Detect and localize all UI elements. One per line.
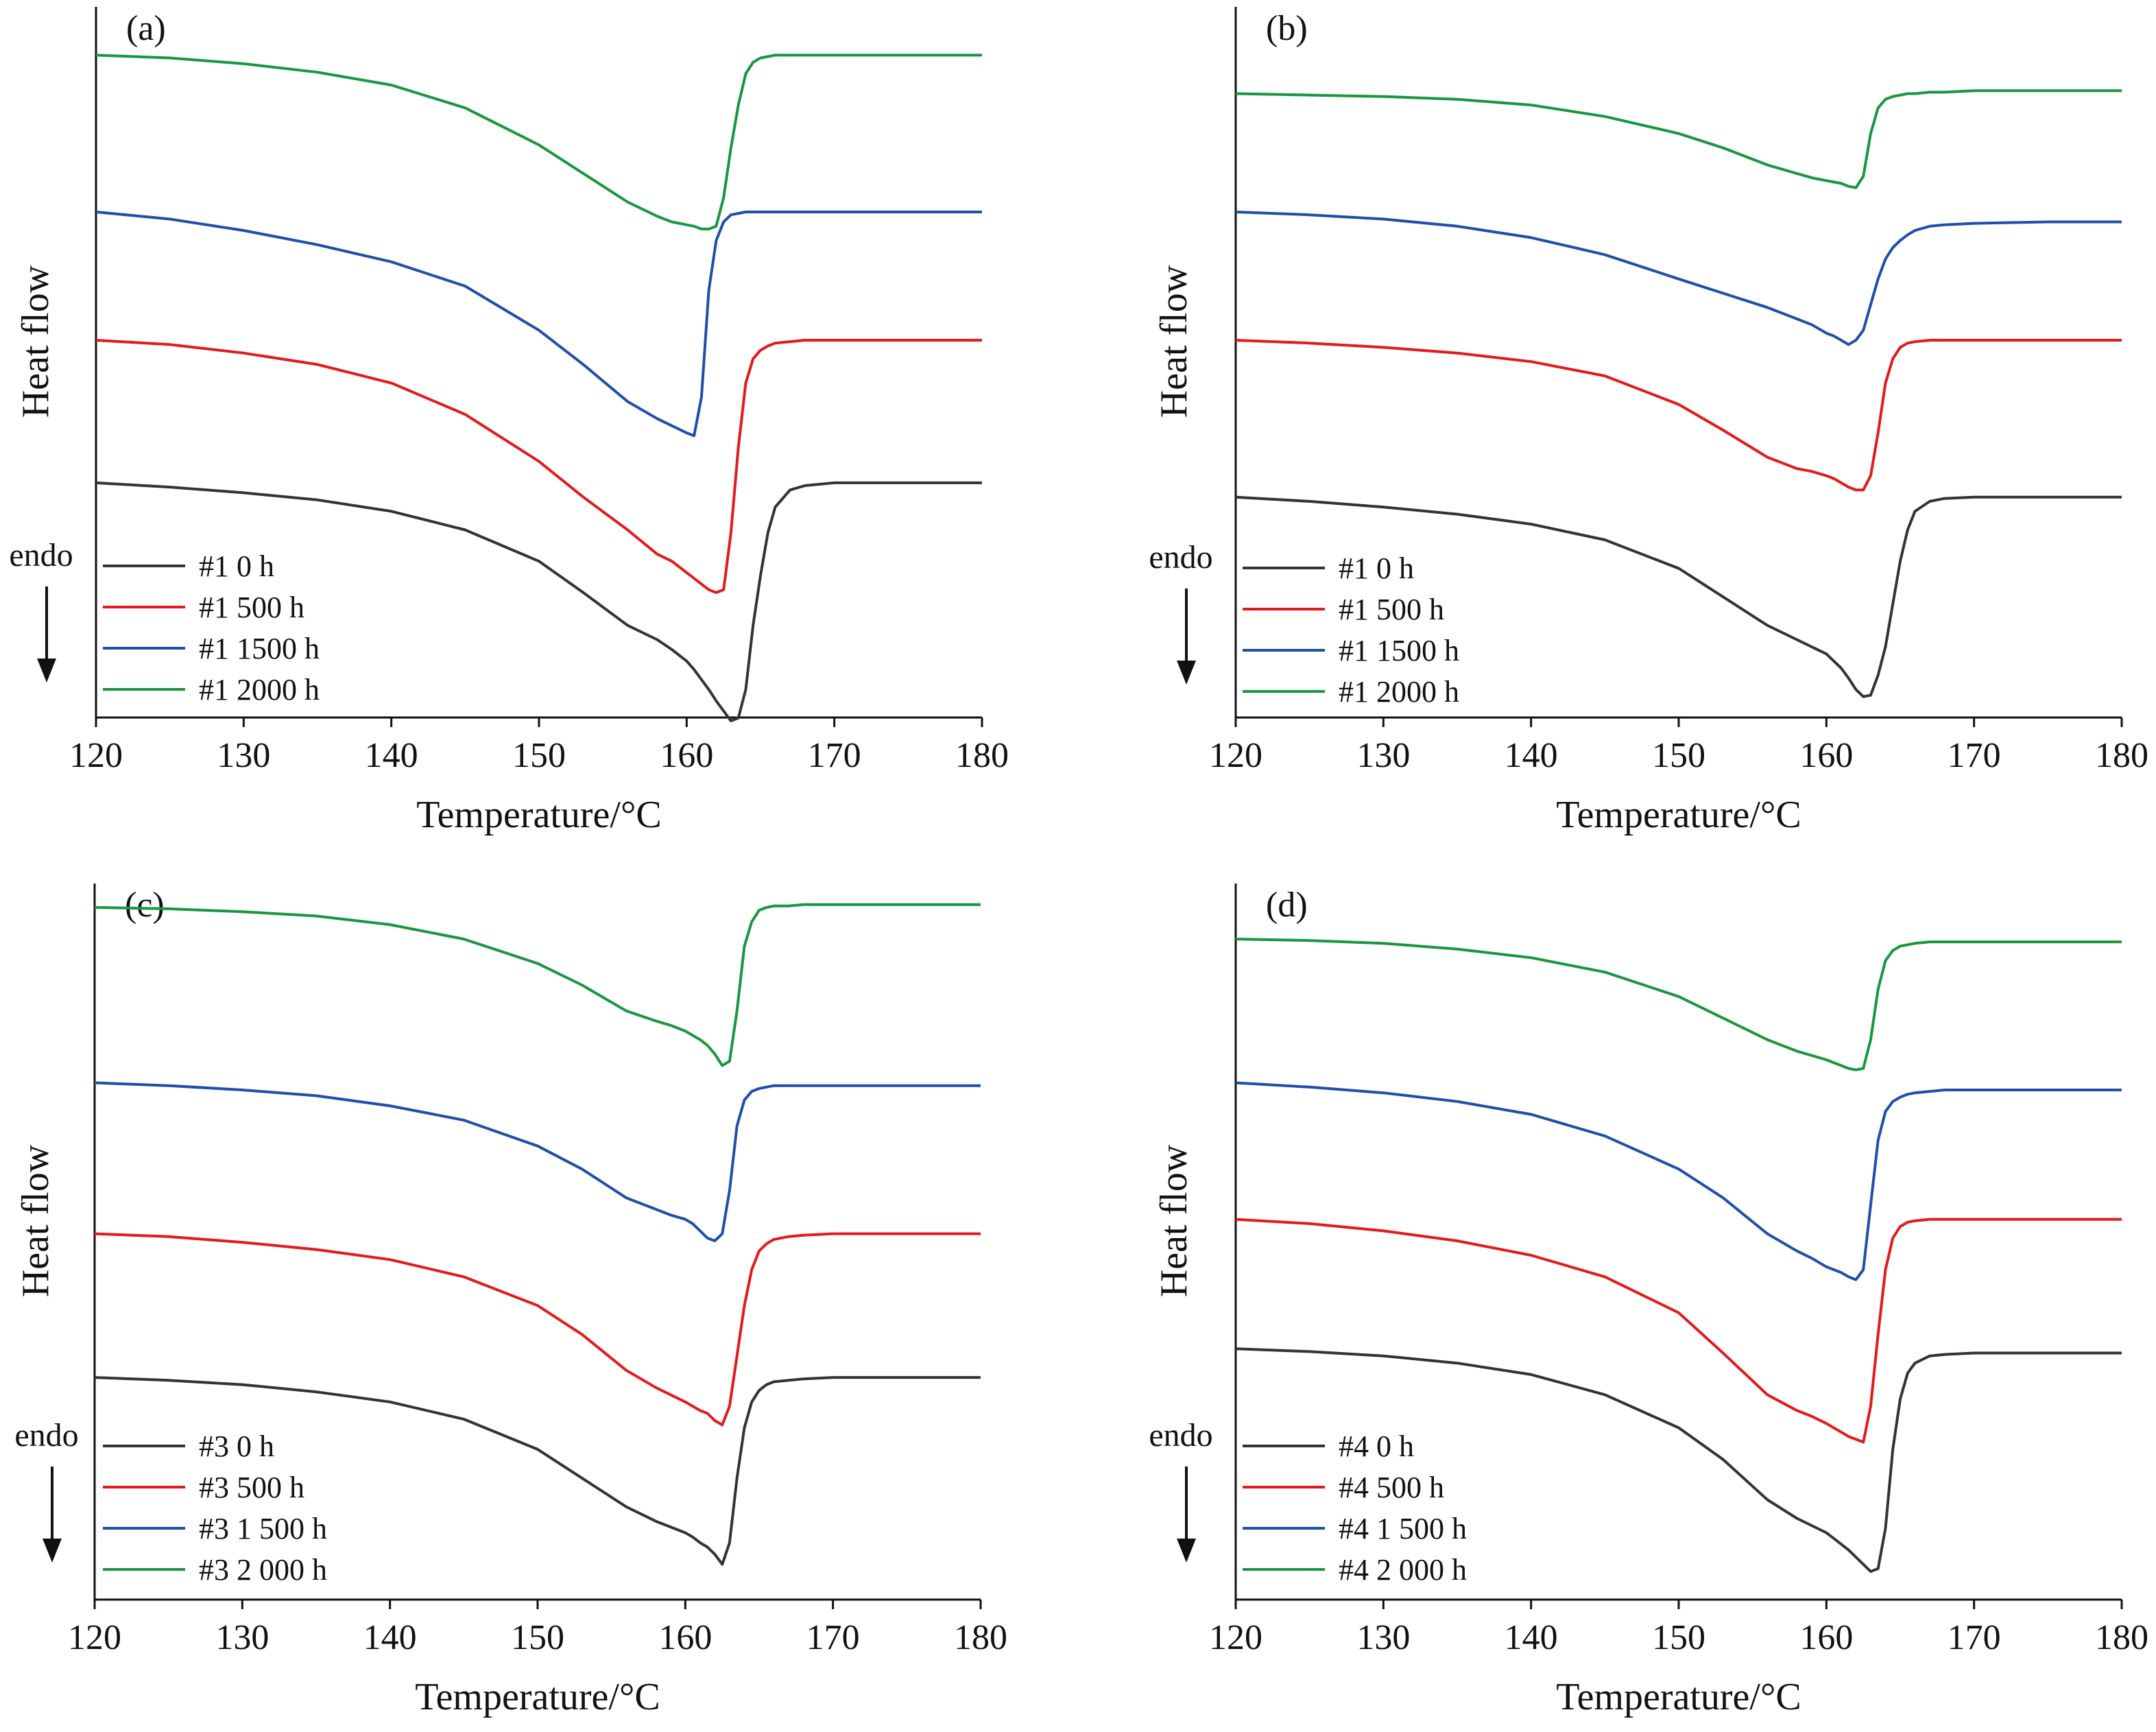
series-line-2 [1235, 339, 2122, 492]
series-line-3 [1235, 211, 2122, 346]
endo-label: endo [9, 537, 73, 573]
series-line-2 [1235, 1218, 2122, 1444]
x-tick-label: 150 [512, 736, 566, 775]
x-tick-label: 180 [2095, 1618, 2148, 1657]
legend: #4 0 h #4 500 h #4 1 500 h #4 2 000 h [1243, 1430, 1467, 1587]
legend-label: #1 500 h [199, 591, 304, 624]
x-tick-label: 140 [363, 1618, 417, 1657]
series-line-2 [95, 339, 982, 594]
x-tick-label: 170 [1948, 736, 2001, 775]
series-line-1 [94, 1376, 981, 1566]
x-tick-label: 180 [954, 1618, 1007, 1657]
panel-label: (d) [1266, 886, 1308, 925]
series-line-4 [1235, 938, 2122, 1071]
y-axis-title: Heat flow [1153, 265, 1195, 418]
series-line-2 [94, 1232, 981, 1427]
x-tick-label: 120 [69, 736, 123, 775]
panel-c: 120 130 140 150 160 170 180 Temperature/°C Heat … [14, 883, 1007, 1718]
legend-label: #3 500 h [199, 1471, 304, 1504]
x-tick-label: 130 [1356, 736, 1410, 775]
legend: #1 0 h #1 500 h #1 1500 h #1 2000 h [103, 549, 320, 707]
x-tick-label: 160 [658, 1618, 712, 1657]
series-line-4 [94, 903, 981, 1067]
x-tick-label: 180 [955, 736, 1009, 775]
series-line-1 [95, 481, 982, 722]
x-axis-title: Temperature/°C [1556, 1676, 1801, 1718]
legend-label: #3 1 500 h [199, 1512, 327, 1545]
series-line-4 [1235, 89, 2122, 189]
x-tick-label: 170 [806, 1618, 860, 1657]
y-axis-title: Heat flow [14, 265, 57, 418]
legend-label: #4 1 500 h [1339, 1512, 1467, 1545]
x-tick-label: 150 [1652, 736, 1705, 775]
legend-label: #1 2000 h [199, 673, 320, 707]
y-axis-title: Heat flow [14, 1144, 57, 1297]
series-line-3 [94, 1081, 981, 1242]
panel-a: 120 130 140 150 160 170 180 Temperature/°C Heat … [9, 7, 1009, 836]
x-tick-label: 150 [511, 1618, 564, 1657]
panel-label: (a) [126, 9, 166, 48]
panel-label: (b) [1266, 9, 1308, 48]
legend-label: #4 2 000 h [1339, 1553, 1467, 1587]
legend-label: #1 1500 h [199, 632, 320, 665]
series-line-1 [1235, 495, 2122, 698]
legend-label: #4 500 h [1339, 1471, 1444, 1504]
x-tick-label: 140 [365, 736, 418, 775]
series-line-3 [95, 211, 982, 438]
x-tick-label: 130 [1356, 1618, 1410, 1657]
endo-label: endo [1149, 1417, 1212, 1454]
x-axis-title: Temperature/°C [415, 1676, 660, 1718]
x-tick-label: 160 [1799, 736, 1853, 775]
legend-label: #3 2 000 h [199, 1553, 327, 1587]
legend-label: #1 0 h [1339, 551, 1414, 585]
x-tick-label: 130 [215, 1618, 269, 1657]
y-axis-title: Heat flow [1153, 1144, 1195, 1297]
endo-arrow-icon [43, 1539, 62, 1563]
x-tick-label: 160 [1799, 1618, 1853, 1657]
endo-arrow-icon [1177, 661, 1196, 685]
legend-label: #1 2000 h [1339, 675, 1459, 709]
x-tick-label: 140 [1505, 736, 1558, 775]
x-tick-label: 130 [217, 736, 270, 775]
x-tick-label: 180 [2095, 736, 2148, 775]
series-line-3 [1235, 1081, 2122, 1281]
legend-label: #3 0 h [199, 1430, 274, 1463]
x-tick-label: 140 [1505, 1618, 1558, 1657]
x-tick-label: 170 [1948, 1618, 2001, 1657]
x-tick-label: 150 [1652, 1618, 1705, 1657]
x-tick-label: 160 [660, 736, 713, 775]
legend: #1 0 h #1 500 h #1 1500 h #1 2000 h [1243, 551, 1459, 709]
legend-label: #1 500 h [1339, 593, 1444, 626]
x-axis-title: Temperature/°C [416, 794, 661, 836]
x-tick-label: 120 [1209, 1618, 1262, 1657]
endo-arrow-icon [1177, 1539, 1196, 1563]
legend-label: #1 1500 h [1339, 634, 1459, 667]
x-tick-label: 170 [808, 736, 861, 775]
legend-label: #1 0 h [199, 549, 274, 583]
series-line-4 [95, 54, 982, 230]
x-axis-title: Temperature/°C [1556, 794, 1801, 836]
series-line-1 [1235, 1347, 2122, 1573]
panel-label: (c) [125, 886, 165, 925]
panel-d: 120 130 140 150 160 170 180 Temperature/°C Heat … [1149, 883, 2148, 1718]
panel-b: 120 130 140 150 160 170 180 Temperature/°C Heat … [1149, 7, 2148, 836]
endo-label: endo [14, 1417, 78, 1454]
endo-label: endo [1149, 539, 1212, 576]
legend: #3 0 h #3 500 h #3 1 500 h #3 2 000 h [103, 1430, 327, 1587]
legend-label: #4 0 h [1339, 1430, 1414, 1463]
x-tick-label: 120 [68, 1618, 121, 1657]
endo-arrow-icon [37, 659, 56, 683]
x-tick-label: 120 [1209, 736, 1262, 775]
